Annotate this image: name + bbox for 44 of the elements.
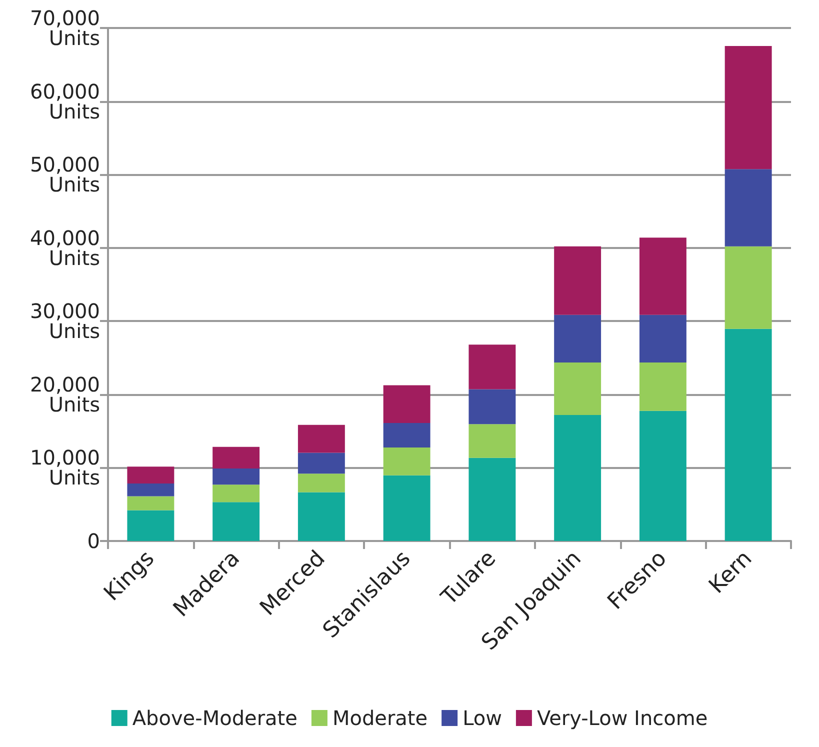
bar — [383, 475, 430, 541]
legend-label: Very-Low Income — [536, 706, 708, 730]
bar — [724, 246, 772, 329]
bar — [212, 468, 260, 485]
y-tick-label: 0 — [87, 529, 100, 553]
bar — [298, 424, 345, 453]
bar — [127, 483, 174, 496]
bar — [554, 314, 602, 363]
bar — [127, 466, 174, 484]
bar — [383, 448, 430, 476]
bar — [127, 510, 174, 541]
bar — [724, 169, 772, 246]
bar — [554, 362, 602, 415]
y-tick-label: 70,000 Units — [30, 6, 100, 50]
bar — [639, 362, 686, 411]
bar — [383, 423, 430, 448]
bar — [212, 502, 260, 541]
bar — [298, 474, 345, 492]
bar — [212, 484, 260, 502]
legend-label: Low — [462, 706, 502, 730]
bar — [298, 492, 345, 541]
bar — [468, 424, 516, 458]
legend-label: Moderate — [332, 706, 428, 730]
bar — [554, 246, 602, 315]
y-tick-label: 10,000 Units — [30, 446, 100, 490]
y-tick-label: 40,000 Units — [30, 226, 100, 270]
legend-label: Above-Moderate — [132, 706, 298, 730]
bar — [127, 496, 174, 510]
bar — [639, 314, 686, 363]
bar — [639, 238, 686, 315]
bar — [468, 458, 516, 541]
bar — [724, 46, 772, 170]
y-tick-label: 30,000 Units — [30, 299, 100, 344]
y-tick-label: 60,000 Units — [30, 79, 100, 124]
bar — [468, 344, 516, 390]
bar — [298, 452, 345, 474]
bar — [724, 328, 772, 541]
bar — [468, 389, 516, 424]
bar — [639, 410, 686, 541]
y-tick-label: 20,000 Units — [30, 372, 100, 416]
bar — [554, 414, 602, 541]
bar — [383, 385, 430, 424]
y-tick-label: 50,000 Units — [30, 152, 100, 197]
bar — [212, 446, 260, 468]
